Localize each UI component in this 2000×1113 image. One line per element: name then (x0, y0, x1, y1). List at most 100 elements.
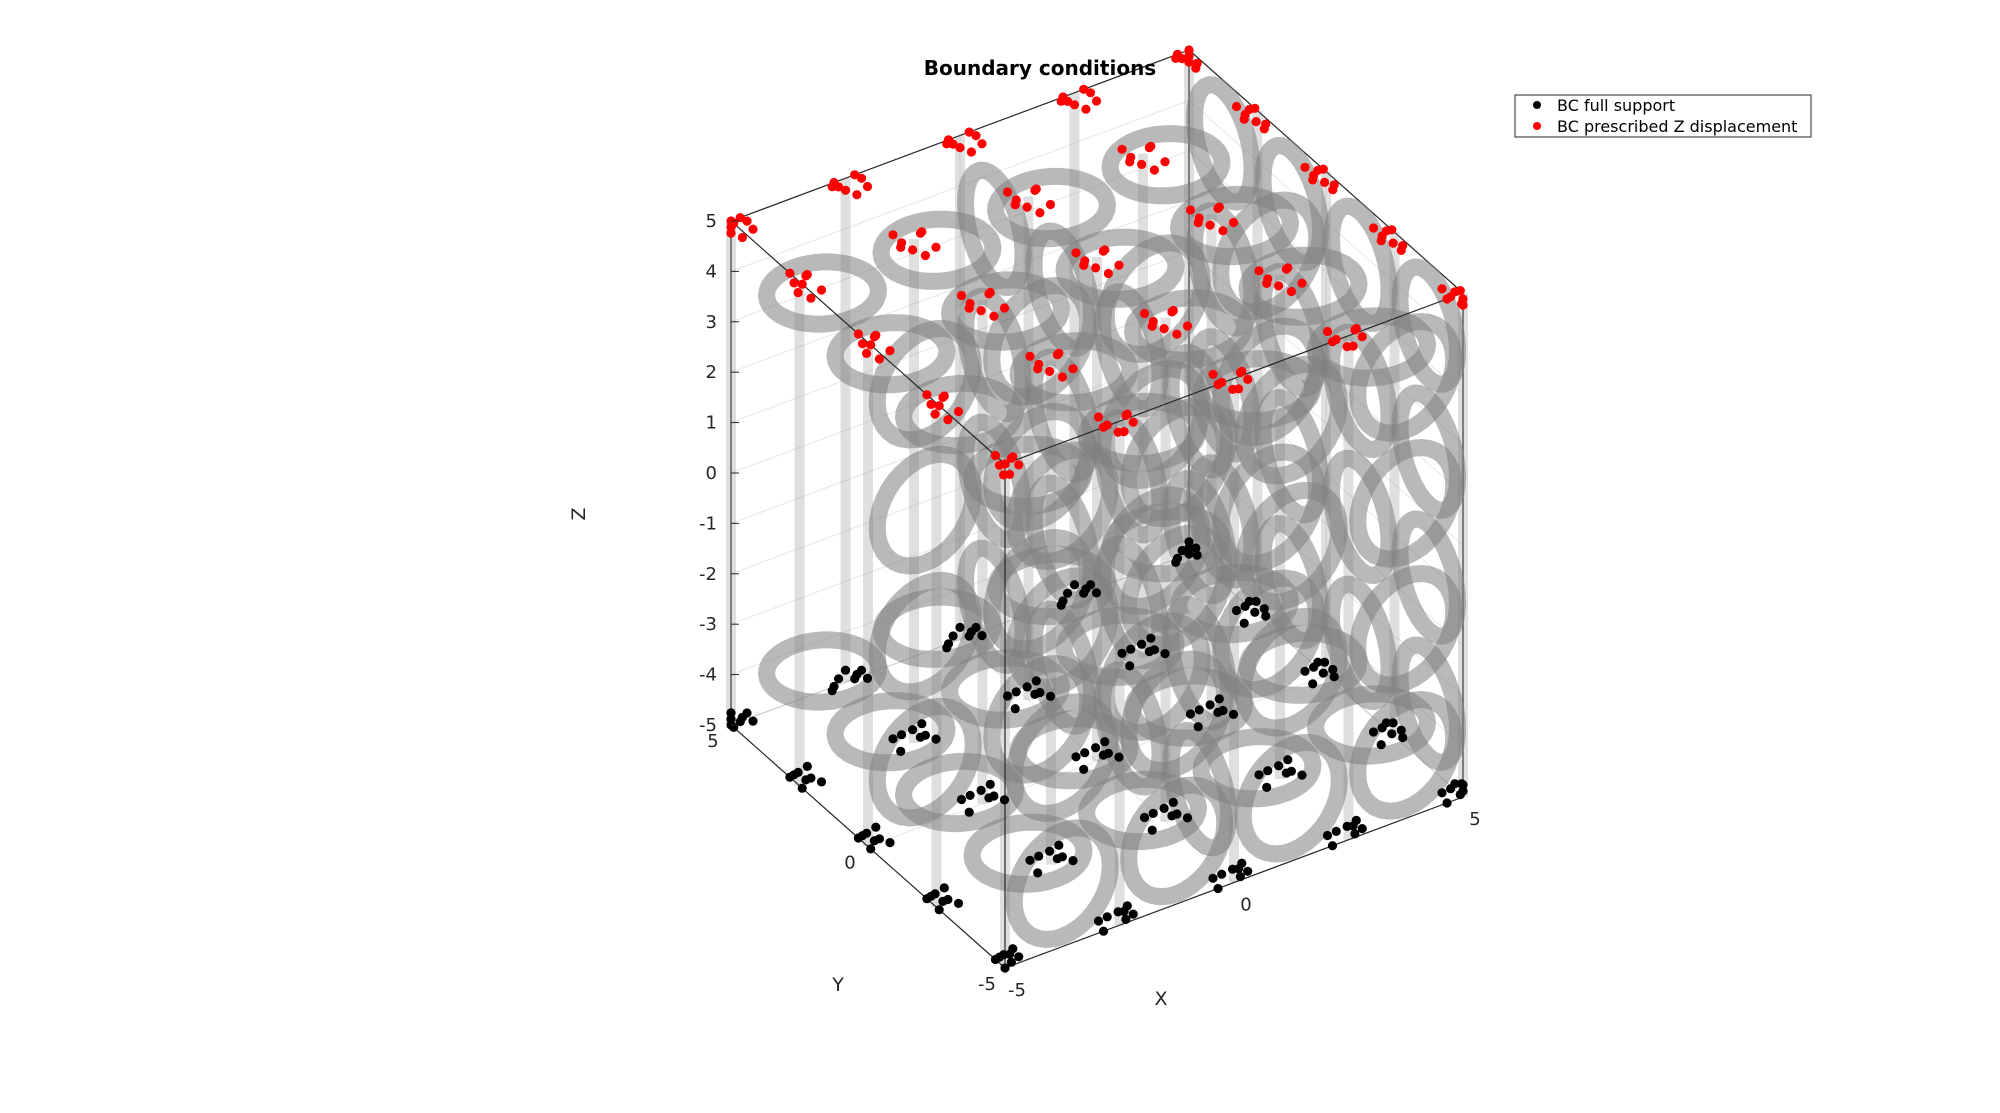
point-prescribed-z (1185, 205, 1196, 215)
x-tick-label: 0 (1240, 895, 1251, 916)
point-prescribed-z (1351, 323, 1361, 334)
point-prescribed-z (862, 348, 872, 358)
point-full-support (964, 631, 974, 641)
point-prescribed-z (1243, 374, 1253, 384)
point-full-support (1177, 545, 1187, 556)
point-prescribed-z (1313, 165, 1323, 175)
point-prescribed-z (999, 303, 1010, 313)
point-full-support (1091, 588, 1102, 598)
point-prescribed-z (1137, 159, 1147, 169)
lattice-ring (826, 692, 956, 772)
legend[interactable]: BC full support BC prescribed Z displace… (1514, 94, 1812, 138)
point-full-support (1146, 633, 1156, 643)
z-tick-label: 4 (706, 261, 717, 282)
point-full-support (1114, 752, 1124, 762)
point-full-support (1122, 901, 1132, 911)
legend-marker-full-support (1533, 101, 1541, 109)
lattice-ring (957, 539, 1032, 674)
point-full-support (1213, 883, 1223, 894)
point-prescribed-z (920, 250, 931, 261)
z-tick-label: -5 (699, 715, 717, 736)
point-full-support (1239, 618, 1249, 628)
point-prescribed-z (1114, 260, 1124, 270)
point-prescribed-z (1217, 377, 1227, 387)
point-full-support (1148, 808, 1158, 819)
point-prescribed-z (999, 470, 1009, 480)
point-prescribed-z (1058, 92, 1068, 102)
point-prescribed-z (1398, 241, 1408, 251)
point-full-support (1068, 856, 1078, 866)
point-prescribed-z (1080, 256, 1090, 266)
point-prescribed-z (1093, 412, 1104, 422)
point-prescribed-z (888, 230, 898, 240)
point-full-support (1329, 672, 1339, 682)
point-prescribed-z (1218, 226, 1228, 236)
point-full-support (897, 730, 907, 740)
lattice-ring (1323, 449, 1398, 584)
point-full-support (856, 665, 867, 675)
point-prescribed-z (1172, 49, 1183, 59)
point-full-support (1442, 798, 1452, 808)
point-full-support (1398, 732, 1408, 743)
point-prescribed-z (917, 227, 927, 237)
z-tick-label: -1 (699, 513, 717, 534)
lattice-ring (1186, 454, 1261, 589)
x-tick-label: -5 (1008, 980, 1026, 1001)
lattice-ring (1212, 317, 1326, 447)
point-full-support (953, 898, 964, 909)
point-full-support (1191, 543, 1201, 553)
point-full-support (885, 838, 895, 848)
point-full-support (1342, 821, 1352, 832)
point-full-support (1182, 813, 1193, 823)
point-full-support (971, 622, 981, 633)
point-full-support (955, 622, 965, 633)
point-full-support (1052, 854, 1062, 864)
point-full-support (1250, 607, 1260, 617)
point-full-support (922, 894, 932, 904)
point-full-support (1251, 596, 1261, 607)
point-prescribed-z (1025, 351, 1035, 361)
lattice-ring (1097, 486, 1211, 615)
point-prescribed-z (1331, 334, 1341, 345)
point-prescribed-z (1231, 101, 1242, 112)
lattice-ring (957, 161, 1032, 296)
lattice-ring (1212, 569, 1326, 699)
lattice-ring (1349, 313, 1463, 442)
point-full-support (1054, 840, 1064, 850)
box-edge (730, 49, 1190, 222)
point-prescribed-z (976, 306, 986, 316)
point-full-support (1396, 725, 1406, 735)
point-full-support (862, 673, 873, 684)
point-prescribed-z (971, 131, 981, 141)
point-full-support (1274, 761, 1284, 771)
point-prescribed-z (1085, 88, 1096, 98)
point-prescribed-z (1388, 238, 1398, 248)
point-full-support (1125, 661, 1135, 671)
z-tick-label: 2 (706, 362, 717, 383)
point-full-support (1011, 687, 1021, 697)
point-prescribed-z (1320, 177, 1330, 187)
y-tick-label: -5 (978, 974, 996, 995)
point-prescribed-z (1045, 366, 1055, 376)
point-prescribed-z (816, 285, 827, 295)
point-full-support (840, 665, 851, 675)
point-prescribed-z (1237, 366, 1247, 376)
point-full-support (1160, 649, 1170, 659)
legend-box (1514, 94, 1812, 138)
z-tick-label: 3 (706, 312, 717, 333)
point-full-support (1045, 846, 1055, 856)
point-full-support (834, 674, 844, 684)
point-full-support (999, 795, 1010, 805)
point-prescribed-z (852, 190, 862, 200)
lattice-ring (1025, 222, 1100, 357)
point-prescribed-z (789, 278, 799, 288)
point-prescribed-z (1192, 58, 1202, 68)
point-full-support (1208, 873, 1218, 883)
point-full-support (1450, 779, 1460, 789)
point-prescribed-z (802, 269, 812, 280)
point-prescribed-z (1286, 286, 1296, 297)
point-full-support (1300, 666, 1310, 676)
z-tick-label: 0 (706, 463, 717, 484)
point-prescribed-z (908, 245, 918, 255)
point-prescribed-z (1002, 187, 1013, 197)
